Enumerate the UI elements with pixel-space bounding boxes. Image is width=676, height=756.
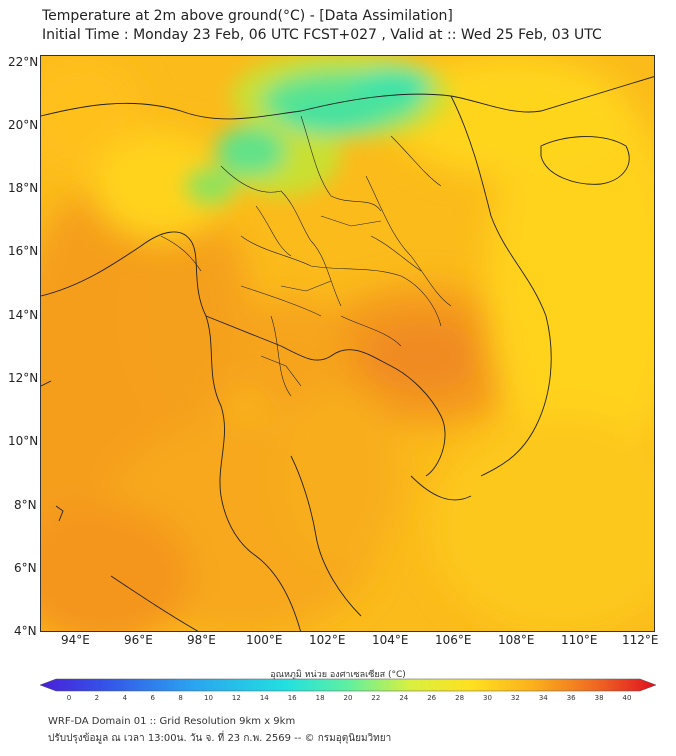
colorbar-tick-label: 32 bbox=[510, 694, 520, 702]
warm-anomaly-layer bbox=[41, 186, 531, 631]
lat-tick-label: 14°N bbox=[8, 308, 39, 322]
footer-line-2: ปรับปรุงข้อมูล ณ เวลา 13:00น. วัน จ. ที่… bbox=[48, 733, 392, 744]
lat-tick-label: 20°N bbox=[8, 118, 39, 132]
title-line-2: Initial Time : Monday 23 Feb, 06 UTC FCS… bbox=[42, 27, 602, 43]
colorbar-tick-label: 6 bbox=[150, 694, 155, 702]
lon-tick-label: 94°E bbox=[61, 633, 90, 647]
colorbar-tick-label: 4 bbox=[122, 694, 128, 702]
colorbar-tick-label: 10 bbox=[204, 694, 213, 702]
colorbar-tick-label: 0 bbox=[66, 694, 72, 702]
lon-tick-label: 112°E bbox=[622, 633, 659, 647]
lat-tick-label: 12°N bbox=[8, 371, 39, 385]
lat-tick-label: 22°N bbox=[8, 55, 39, 69]
yellow-layer bbox=[41, 56, 654, 631]
lon-tick-label: 100°E bbox=[246, 633, 283, 647]
map-canvas bbox=[41, 56, 654, 631]
cool-anomaly-layer bbox=[186, 56, 451, 204]
lon-tick-label: 98°E bbox=[187, 633, 216, 647]
lon-tick-label: 106°E bbox=[435, 633, 472, 647]
temperature-map bbox=[40, 55, 655, 632]
colorbar-title: อุณหภูมิ หน่วย องศาเซลเซียส (°C) bbox=[270, 670, 406, 680]
coastlines bbox=[41, 76, 654, 631]
lat-tick-label: 16°N bbox=[8, 244, 39, 258]
colorbar-gradient bbox=[40, 678, 656, 692]
title-line-1: Temperature at 2m above ground(°C) - [Da… bbox=[42, 8, 453, 24]
colorbar-tick-label: 12 bbox=[231, 694, 241, 702]
lat-tick-label: 18°N bbox=[8, 181, 39, 195]
province-borders bbox=[160, 115, 452, 397]
lon-tick-label: 108°E bbox=[498, 633, 535, 647]
lat-tick-label: 4°N bbox=[14, 624, 37, 638]
colorbar-tick-label: 14 bbox=[259, 694, 269, 702]
lon-tick-label: 110°E bbox=[561, 633, 598, 647]
colorbar-tick-label: 24 bbox=[399, 694, 409, 702]
lat-tick-label: 6°N bbox=[14, 561, 37, 575]
lon-tick-label: 96°E bbox=[124, 633, 153, 647]
colorbar bbox=[40, 678, 656, 692]
colorbar-tick-label: 36 bbox=[566, 694, 576, 702]
colorbar-tick-label: 28 bbox=[455, 694, 465, 702]
lat-tick-label: 8°N bbox=[14, 498, 37, 512]
colorbar-tick-label: 40 bbox=[622, 694, 632, 702]
footer-line-1: WRF-DA Domain 01 :: Grid Resolution 9km … bbox=[48, 716, 296, 727]
lon-tick-label: 104°E bbox=[372, 633, 409, 647]
colorbar-tick-label: 18 bbox=[315, 694, 325, 702]
colorbar-tick-label: 20 bbox=[343, 694, 353, 702]
colorbar-tick-label: 8 bbox=[178, 694, 183, 702]
colorbar-tick-label: 30 bbox=[483, 694, 492, 702]
colorbar-tick-label: 34 bbox=[538, 694, 548, 702]
lon-tick-label: 102°E bbox=[309, 633, 346, 647]
colorbar-tick-label: 26 bbox=[427, 694, 437, 702]
colorbar-tick-label: 16 bbox=[287, 694, 297, 702]
colorbar-tick-label: 38 bbox=[594, 694, 604, 702]
colorbar-tick-label: 2 bbox=[94, 694, 100, 702]
colorbar-tick-label: 22 bbox=[371, 694, 381, 702]
lat-tick-label: 10°N bbox=[8, 434, 39, 448]
